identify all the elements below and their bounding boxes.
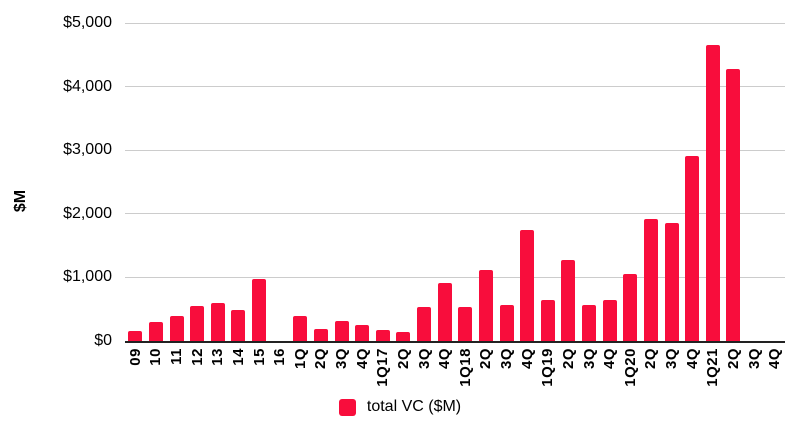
bar-1Q18-16	[458, 307, 473, 341]
bar-4Q-15	[437, 283, 452, 341]
x-tick-label-10-1: 10	[147, 348, 165, 366]
bar-1Q21-28	[705, 44, 720, 341]
bar-3Q-26	[664, 222, 679, 341]
legend-swatch	[338, 398, 356, 416]
bar-4Q-23	[602, 299, 617, 341]
gridline-4000	[125, 86, 785, 88]
x-tick-label-2Q-25: 2Q	[642, 348, 660, 370]
gridline-1000	[125, 276, 785, 278]
x-tick-label-09-0: 09	[126, 348, 144, 366]
x-tick-label-2Q-29: 2Q	[724, 348, 742, 370]
gridline-3000	[125, 149, 785, 151]
x-tick-label-15-6: 15	[250, 348, 268, 366]
bar-1Q20-24	[623, 273, 638, 341]
x-tick-label-2Q-17: 2Q	[477, 348, 495, 370]
y-tick-label-0: $0	[94, 332, 112, 349]
x-tick-label-3Q-18: 3Q	[498, 348, 516, 370]
x-tick-label-1Q17-12: 1Q17	[374, 348, 392, 387]
bar-1Q19-20	[540, 299, 555, 341]
bar-3Q-14	[417, 307, 432, 341]
bar-3Q-18	[499, 305, 514, 341]
x-tick-label-2Q-21: 2Q	[559, 348, 577, 370]
x-tick-label-16-7: 16	[271, 348, 289, 366]
y-tick-label-4000: $4,000	[63, 77, 112, 95]
x-tick-label-3Q-14: 3Q	[415, 348, 433, 370]
x-tick-label-3Q-26: 3Q	[663, 348, 681, 370]
bar-2Q-25	[643, 218, 658, 341]
bar-14-5	[231, 310, 246, 341]
bar-2Q-9	[313, 328, 328, 341]
x-tick-label-4Q-27: 4Q	[683, 348, 701, 370]
x-tick-label-4Q-31: 4Q	[766, 348, 784, 370]
y-tick-label-3000: $3,000	[63, 141, 112, 159]
x-tick-label-1Q18-16: 1Q18	[456, 348, 474, 387]
bar-3Q-22	[582, 305, 597, 341]
bar-4Q-19	[520, 230, 535, 341]
bar-13-4	[210, 302, 225, 341]
x-tick-label-1Q21-28: 1Q21	[704, 348, 722, 387]
bar-4Q-27	[685, 155, 700, 341]
y-tick-label-5000: $5,000	[63, 14, 112, 31]
x-tick-label-14-5: 14	[229, 348, 247, 366]
bar-3Q-10	[334, 320, 349, 341]
x-tick-label-1Q19-20: 1Q19	[539, 348, 557, 387]
x-tick-label-1Q-8: 1Q	[291, 348, 309, 370]
y-tick-label-1000: $1,000	[63, 268, 112, 286]
x-tick-label-3Q-30: 3Q	[745, 348, 763, 370]
x-tick-label-3Q-22: 3Q	[580, 348, 598, 370]
bar-4Q-11	[355, 325, 370, 341]
bar-1Q17-12	[375, 330, 390, 341]
bar-2Q-17	[478, 270, 493, 341]
x-tick-label-1Q20-24: 1Q20	[621, 348, 639, 387]
x-tick-label-3Q-10: 3Q	[333, 348, 351, 370]
bar-15-6	[252, 279, 267, 341]
x-tick-label-4Q-23: 4Q	[601, 348, 619, 370]
bar-2Q-29	[726, 69, 741, 341]
bar-09-0	[128, 330, 143, 341]
legend-label: total VC ($M)	[366, 398, 462, 415]
x-tick-label-12-3: 12	[188, 348, 206, 366]
x-tick-label-4Q-11: 4Q	[353, 348, 371, 370]
x-tick-label-11-2: 11	[168, 348, 186, 365]
bar-1Q-8	[293, 315, 308, 341]
y-tick-label-2000: $2,000	[63, 204, 112, 222]
bar-11-2	[169, 315, 184, 341]
gridline-2000	[125, 213, 785, 215]
x-tick-label-2Q-13: 2Q	[394, 348, 412, 370]
bar-12-3	[190, 306, 205, 341]
x-tick-label-13-4: 13	[209, 348, 227, 366]
legend: total VC ($M)	[0, 398, 800, 416]
plot-area	[125, 22, 785, 343]
bar-10-1	[148, 321, 163, 341]
gridline-5000	[125, 22, 785, 24]
bar-2Q-13	[396, 332, 411, 341]
x-tick-label-2Q-9: 2Q	[312, 348, 330, 370]
bar-2Q-21	[561, 260, 576, 341]
x-tick-label-4Q-19: 4Q	[518, 348, 536, 370]
x-tick-label-4Q-15: 4Q	[436, 348, 454, 370]
